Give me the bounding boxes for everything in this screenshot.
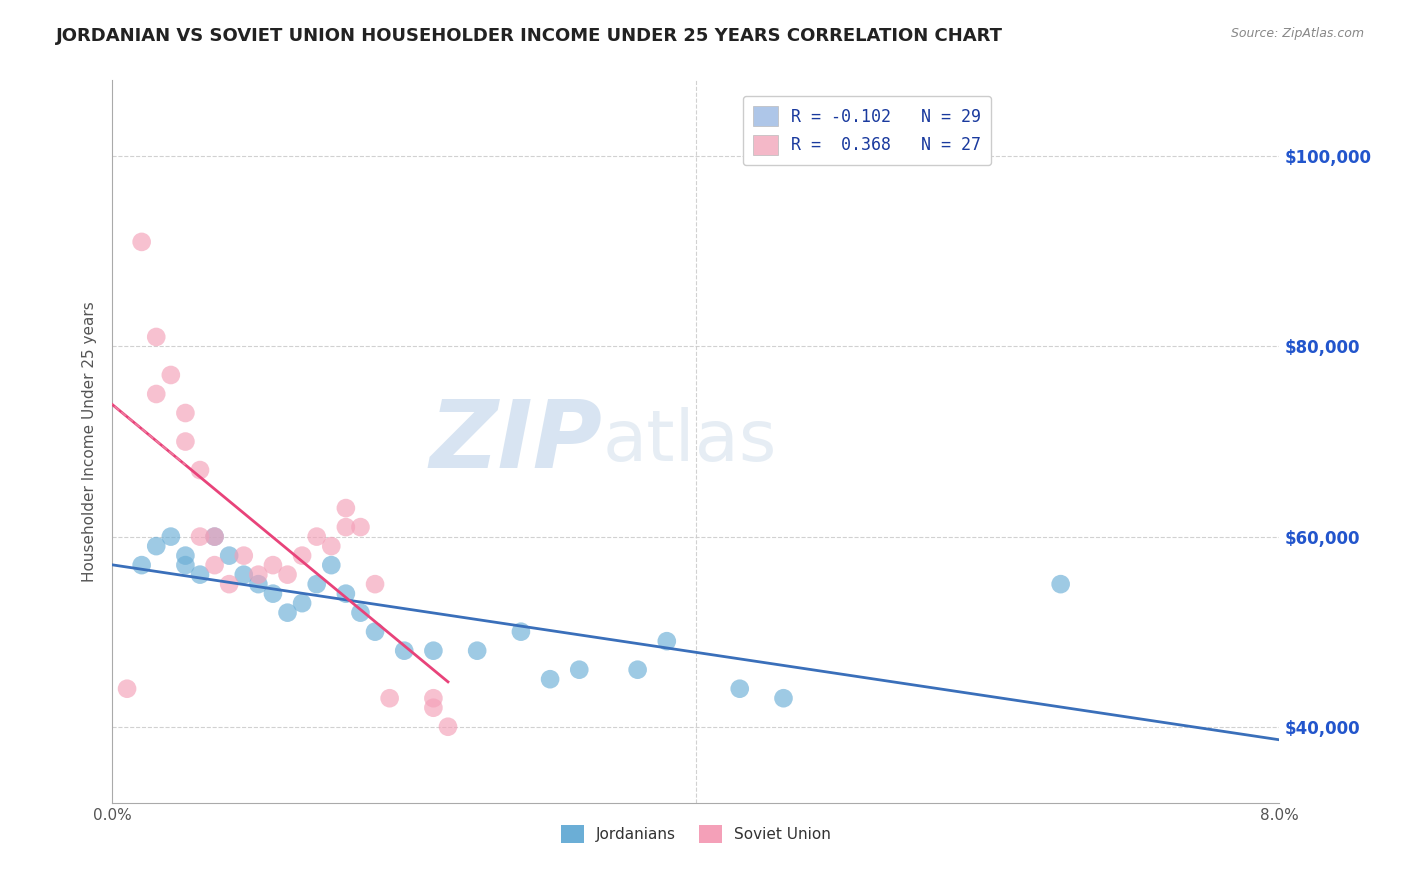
- Text: JORDANIAN VS SOVIET UNION HOUSEHOLDER INCOME UNDER 25 YEARS CORRELATION CHART: JORDANIAN VS SOVIET UNION HOUSEHOLDER IN…: [56, 27, 1004, 45]
- Point: [772, 691, 794, 706]
- Point: [174, 434, 197, 449]
- Point: [145, 539, 167, 553]
- Point: [204, 530, 226, 544]
- Point: [364, 624, 387, 639]
- Point: [509, 624, 531, 639]
- Text: atlas: atlas: [603, 407, 778, 476]
- Point: [160, 530, 183, 544]
- Point: [465, 643, 488, 657]
- Point: [305, 577, 328, 591]
- Point: [160, 368, 183, 382]
- Point: [145, 330, 167, 344]
- Point: [131, 235, 153, 249]
- Point: [378, 691, 401, 706]
- Text: ZIP: ZIP: [430, 395, 603, 488]
- Point: [188, 567, 211, 582]
- Point: [145, 387, 167, 401]
- Point: [115, 681, 138, 696]
- Point: [174, 406, 197, 420]
- Point: [335, 501, 357, 516]
- Point: [335, 587, 357, 601]
- Point: [349, 520, 371, 534]
- Text: Source: ZipAtlas.com: Source: ZipAtlas.com: [1230, 27, 1364, 40]
- Point: [247, 567, 270, 582]
- Point: [394, 643, 416, 657]
- Point: [276, 567, 298, 582]
- Point: [422, 700, 444, 714]
- Point: [262, 558, 284, 573]
- Point: [232, 549, 254, 563]
- Point: [655, 634, 678, 648]
- Point: [1049, 577, 1071, 591]
- Point: [276, 606, 298, 620]
- Point: [291, 596, 314, 610]
- Point: [218, 577, 240, 591]
- Point: [321, 539, 343, 553]
- Point: [204, 530, 226, 544]
- Point: [232, 567, 254, 582]
- Point: [204, 558, 226, 573]
- Legend: Jordanians, Soviet Union: Jordanians, Soviet Union: [555, 819, 837, 849]
- Point: [321, 558, 343, 573]
- Point: [291, 549, 314, 563]
- Point: [262, 587, 284, 601]
- Y-axis label: Householder Income Under 25 years: Householder Income Under 25 years: [82, 301, 97, 582]
- Point: [335, 520, 357, 534]
- Point: [218, 549, 240, 563]
- Point: [131, 558, 153, 573]
- Point: [364, 577, 387, 591]
- Point: [422, 691, 444, 706]
- Point: [437, 720, 460, 734]
- Point: [568, 663, 591, 677]
- Point: [174, 558, 197, 573]
- Point: [349, 606, 371, 620]
- Point: [188, 463, 211, 477]
- Point: [247, 577, 270, 591]
- Point: [422, 643, 444, 657]
- Point: [174, 549, 197, 563]
- Point: [538, 672, 561, 686]
- Point: [305, 530, 328, 544]
- Point: [728, 681, 751, 696]
- Point: [188, 530, 211, 544]
- Point: [627, 663, 650, 677]
